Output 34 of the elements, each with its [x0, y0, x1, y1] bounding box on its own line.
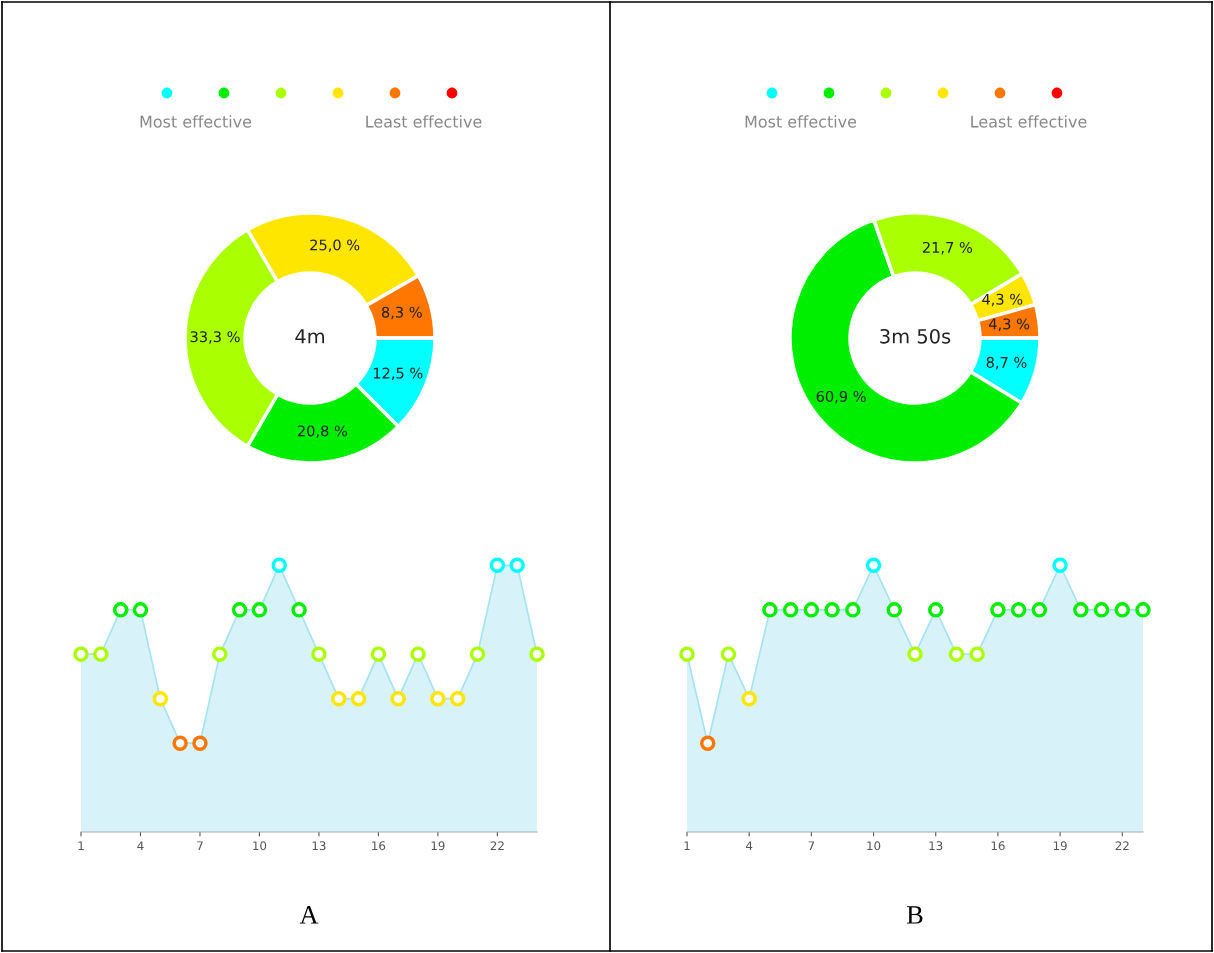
- x-axis-title: B: [906, 906, 923, 924]
- data-label: 21,7 %: [922, 241, 973, 255]
- text: Least effective: [971, 115, 1087, 128]
- data-label: 8,7 %: [986, 356, 1027, 370]
- text: 3m 50s: [880, 328, 951, 344]
- data-label: 12,5 %: [373, 367, 423, 381]
- x-tick-label: 13: [929, 841, 943, 851]
- text: Most effective: [140, 115, 252, 128]
- data-label: 4,3 %: [989, 318, 1030, 331]
- data-label: 60,9 %: [816, 390, 866, 404]
- x-tick-label: 10: [867, 841, 881, 851]
- x-tick-label: 22: [490, 841, 504, 850]
- x-tick-label: 10: [253, 841, 267, 851]
- data-label: 25,0 %: [310, 239, 360, 252]
- x-tick-label: 7: [808, 841, 815, 850]
- data-label: 4,3 %: [982, 293, 1023, 307]
- x-tick-label: 4: [137, 841, 144, 850]
- x-tick-label: 7: [197, 841, 203, 850]
- x-tick-label: 13: [312, 841, 326, 851]
- data-label: 8,3 %: [381, 306, 422, 320]
- x-tick-label: 1: [684, 841, 690, 850]
- x-tick-label: 16: [991, 841, 1005, 851]
- x-tick-label: 16: [372, 841, 386, 851]
- text: 4m: [295, 329, 325, 344]
- x-tick-label: 22: [1115, 841, 1129, 850]
- data-label: 20,8 %: [297, 425, 348, 438]
- x-tick-label: 1: [78, 841, 84, 850]
- x-tick-label: 4: [746, 841, 753, 850]
- x-tick-label: 19: [431, 841, 445, 851]
- x-tick-label: 19: [1053, 841, 1067, 851]
- text: Most effective: [745, 115, 857, 128]
- data-label: 33,3 %: [190, 331, 240, 344]
- text: Least effective: [366, 115, 482, 128]
- x-axis-title: A: [299, 906, 319, 924]
